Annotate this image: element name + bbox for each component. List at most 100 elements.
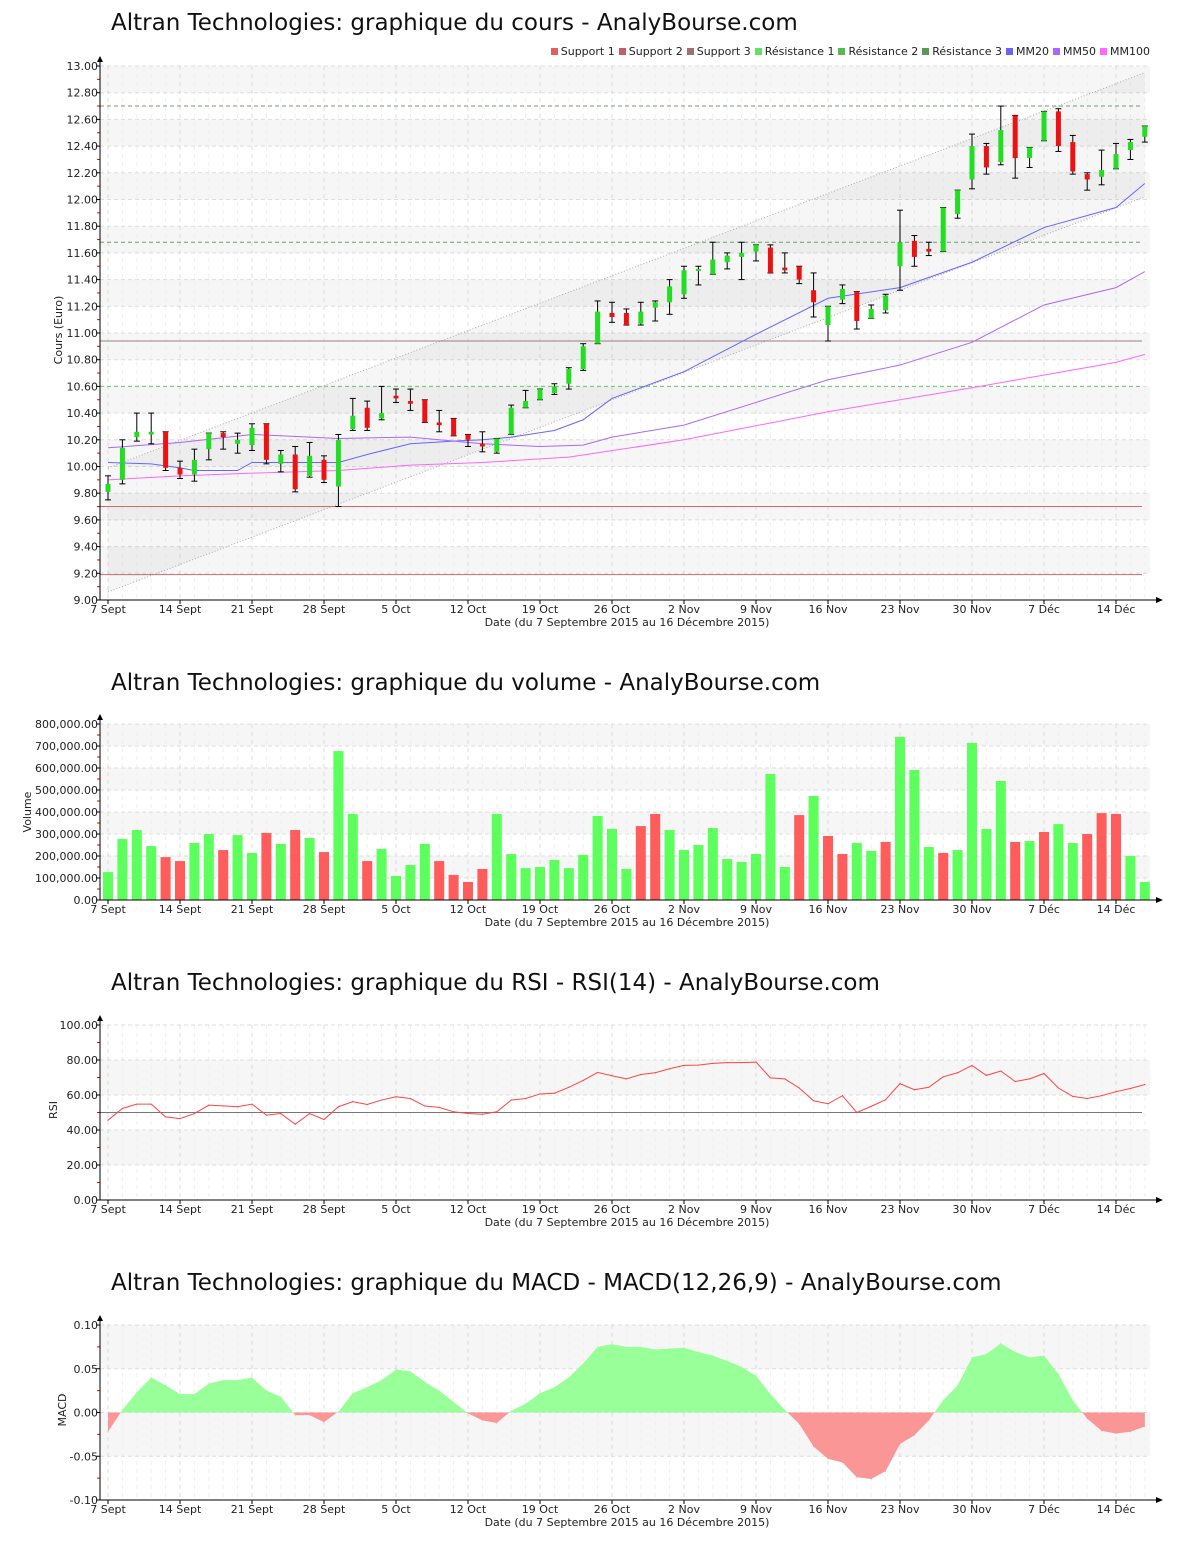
macd-point <box>481 1419 483 1421</box>
volume-bar <box>880 841 891 900</box>
candle <box>652 300 659 322</box>
rsi-point <box>294 1123 296 1125</box>
legend-swatch <box>618 48 626 55</box>
candle <box>681 265 687 299</box>
y-tick-label: 12.60 <box>67 113 99 126</box>
rsi-point <box>539 1093 541 1095</box>
moving-average-mm100 <box>107 353 1145 481</box>
legend-label: Résistance 2 <box>848 45 919 58</box>
volume-bar <box>967 742 977 900</box>
rsi-point <box>597 1071 599 1074</box>
rsi-point <box>654 1072 656 1074</box>
candle <box>1084 172 1091 191</box>
macd-point <box>294 1414 296 1416</box>
rsi-point <box>409 1097 411 1100</box>
macd-point <box>899 1443 901 1445</box>
rsi-point <box>510 1099 512 1101</box>
x-tick-label: 5 Oct <box>381 1203 411 1216</box>
y-tick-label: 11.40 <box>67 274 99 287</box>
macd-point <box>913 1434 915 1436</box>
candle <box>263 423 270 465</box>
rsi-point <box>352 1101 354 1103</box>
volume-bar <box>607 828 617 900</box>
y-axis-arrow-icon <box>97 56 103 62</box>
volume-bar <box>175 861 185 900</box>
x-tick-label: 9 Nov <box>740 903 772 916</box>
macd-point <box>337 1411 339 1413</box>
macd-point <box>265 1390 267 1392</box>
x-tick-label: 7 Déc <box>1028 603 1060 616</box>
legend-swatch <box>686 48 694 55</box>
candle-body <box>839 288 845 300</box>
y-tick-label: 20.00 <box>67 1159 99 1172</box>
volume-bar <box>635 826 646 900</box>
rsi-point <box>280 1112 282 1115</box>
rsi-point <box>669 1068 671 1070</box>
legend-swatch <box>1100 48 1108 55</box>
macd-point <box>366 1386 368 1388</box>
candle <box>234 432 241 454</box>
macd-negative-area <box>108 1412 1145 1479</box>
candle <box>148 412 155 445</box>
candle-body <box>263 423 269 460</box>
candle-body <box>695 268 701 271</box>
legend-item: Support 2 <box>618 45 683 58</box>
candle-body <box>1113 154 1119 169</box>
y-tick-label: 0.10 <box>74 1319 99 1332</box>
candle-body <box>220 433 226 438</box>
y-tick-label: 0.00 <box>74 1194 99 1207</box>
candle <box>292 445 299 493</box>
chart-line-2: 0.00 20.00 40.00 60.00 80.00 100.00 RSI 7 Sept 1… <box>47 1015 1163 1229</box>
rsi-point <box>438 1106 440 1109</box>
candle <box>897 209 903 291</box>
x-tick-label: 7 Sept <box>90 1203 126 1216</box>
candle-body <box>911 240 917 257</box>
candle-body <box>1084 174 1090 180</box>
x-tick-label: 16 Nov <box>809 1503 848 1516</box>
candle <box>695 265 702 286</box>
x-tick-label: 2 Nov <box>668 1203 700 1216</box>
candle <box>580 343 587 371</box>
x-tick-label: 23 Nov <box>881 1503 920 1516</box>
volume-bar <box>319 852 329 900</box>
candle-body <box>1027 147 1033 159</box>
candle <box>220 431 227 450</box>
candle-body <box>998 130 1004 163</box>
x-tick-label: 12 Oct <box>450 1203 487 1216</box>
volume-bar <box>693 845 704 900</box>
macd-point <box>208 1383 210 1385</box>
legend-label: Résistance 1 <box>764 45 835 58</box>
candle <box>839 284 846 305</box>
rsi-point <box>1086 1097 1088 1100</box>
rsi-point <box>813 1100 815 1102</box>
candle-body <box>134 431 140 438</box>
rsi-point <box>121 1107 123 1110</box>
grid-band <box>100 172 1150 200</box>
candle-body <box>609 312 615 317</box>
grid-band <box>100 1130 1150 1165</box>
x-tick-label: 2 Nov <box>668 903 700 916</box>
x-tick-label: 2 Nov <box>668 603 700 616</box>
candle-body <box>364 407 370 428</box>
volume-bar <box>794 815 805 900</box>
volume-bar <box>103 872 113 900</box>
x-tick-label: 19 Oct <box>522 1503 559 1516</box>
volume-bar <box>765 773 776 900</box>
candle <box>436 409 443 433</box>
x-tick-label: 7 Déc <box>1028 1203 1060 1216</box>
candle <box>853 291 860 330</box>
y-tick-label: 12.20 <box>67 167 99 180</box>
candle <box>479 431 486 453</box>
rsi-point <box>841 1095 844 1097</box>
y-tick-label: 700,000.00 <box>35 740 98 753</box>
candle-body <box>537 389 543 400</box>
candle-body <box>753 244 759 252</box>
macd-point <box>539 1392 541 1394</box>
macd-point <box>597 1346 599 1348</box>
y-tick-label: 500,000.00 <box>35 784 98 797</box>
candle <box>177 460 183 480</box>
y-tick-label: 60.00 <box>67 1089 99 1102</box>
candle-body <box>969 146 975 180</box>
macd-point <box>885 1470 887 1472</box>
